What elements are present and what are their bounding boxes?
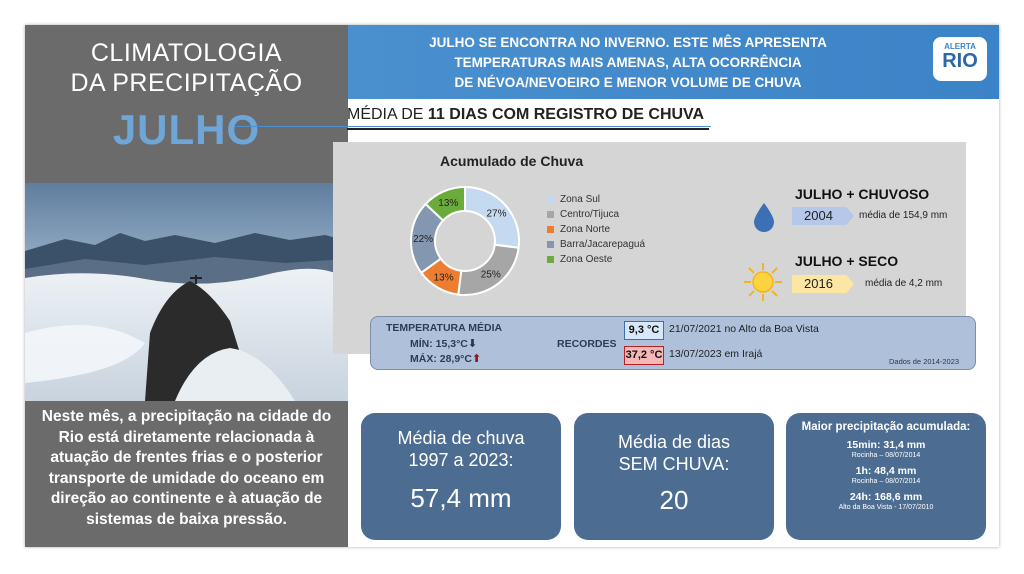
donut-label-0: 27% xyxy=(486,209,506,220)
alerta-rio-logo: ALERTA RIO xyxy=(933,37,987,81)
data-source-note: Dados de 2014-2023 xyxy=(889,357,960,366)
legend-label: Zona Norte xyxy=(560,224,611,235)
title-line-1: CLIMATOLOGIA xyxy=(90,39,283,67)
rain-distribution-donut-chart: 27% 25% 13% 22% 13% xyxy=(410,185,520,296)
donut-label-4: 13% xyxy=(438,198,458,209)
max-precipitation-card: Maior precipitação acumulada: 15min: 31,… xyxy=(786,413,986,540)
rain-average-card: Média de chuva 1997 a 2023: 57,4 mm xyxy=(361,413,561,540)
legend-swatch xyxy=(547,196,554,203)
month-title: JULHO xyxy=(112,106,261,153)
max-precip-24h: 24h: 168,6 mm xyxy=(849,491,923,503)
avg-temp-label: TEMPERATURA MÉDIA xyxy=(386,322,503,334)
record-min-text: 21/07/2021 no Alto da Boa Vista xyxy=(669,323,819,335)
rain-days-bold: 11 DIAS COM REGISTRO DE CHUVA xyxy=(427,106,705,123)
temp-min: MÍN: 15,3°C xyxy=(410,338,468,350)
header-line-1: JULHO SE ENCONTRA NO INVERNO. ESTE MÊS A… xyxy=(429,35,827,50)
records-label: RECORDES xyxy=(557,338,617,350)
dry-days-label-2: SEM CHUVA: xyxy=(618,454,730,474)
dry-days-card: Média de dias SEM CHUVA: 20 xyxy=(574,413,774,540)
wettest-year: 2004 xyxy=(792,207,854,225)
title-line-2: DA PRECIPITAÇÃO xyxy=(70,69,303,97)
donut-slice-4 xyxy=(424,185,466,222)
logo-top-text: ALERTA xyxy=(944,42,976,51)
chart-title: Acumulado de Chuva xyxy=(440,153,584,169)
max-precip-15min-where: Rocinha – 08/07/2014 xyxy=(851,452,921,459)
connector-line xyxy=(236,126,711,127)
water-drop-icon xyxy=(754,203,774,232)
driest-july-title: JULHO + SECO xyxy=(795,253,899,269)
logo-bottom-text: RIO xyxy=(942,50,978,72)
temperature-box: TEMPERATURA MÉDIA MÍN: 15,3°C⬇ MÁX: 28,9… xyxy=(370,316,976,370)
donut-label-3: 22% xyxy=(413,234,433,245)
temp-max-row: MÁX: 28,9°C⬆ xyxy=(410,352,481,365)
temp-min-row: MÍN: 15,3°C⬇ xyxy=(410,337,477,350)
description-text: Neste mês, a precipitação na cidade do R… xyxy=(25,401,348,547)
max-precip-1h: 1h: 48,4 mm xyxy=(855,465,917,477)
record-min-value: 9,3 °C xyxy=(624,321,664,340)
donut-label-2: 13% xyxy=(434,273,454,284)
legend-item: Zona Norte xyxy=(547,222,645,237)
legend-swatch xyxy=(547,211,554,218)
rain-avg-label-1: Média de chuva xyxy=(397,428,525,448)
max-precip-title: Maior precipitação acumulada: xyxy=(801,421,971,433)
record-max-text: 13/07/2023 em Irajá xyxy=(669,348,763,360)
header-banner: JULHO SE ENCONTRA NO INVERNO. ESTE MÊS A… xyxy=(348,25,999,99)
temp-max: MÁX: 28,9°C xyxy=(410,353,472,365)
rain-avg-value: 57,4 mm xyxy=(410,483,512,513)
header-line-2: TEMPERATURAS MAIS AMENAS, ALTA OCORRÊNCI… xyxy=(454,55,802,70)
driest-note: média de 4,2 mm xyxy=(865,278,943,289)
legend-label: Zona Oeste xyxy=(560,254,613,265)
sun-icon xyxy=(744,263,782,301)
header-line-3: DE NÉVOA/NEVOEIRO E MENOR VOLUME DE CHUV… xyxy=(454,75,802,90)
dry-days-value: 20 xyxy=(659,485,689,515)
donut-label-1: 25% xyxy=(481,270,501,281)
max-precip-24h-where: Alto da Boa Vista - 17/07/2010 xyxy=(838,504,934,511)
title-block: CLIMATOLOGIA DA PRECIPITAÇÃO JULHO xyxy=(25,25,348,183)
legend-label: Barra/Jacarepaguá xyxy=(560,239,646,250)
header-text: JULHO SE ENCONTRA NO INVERNO. ESTE MÊS A… xyxy=(348,33,908,93)
rain-avg-label-2: 1997 a 2023: xyxy=(408,450,514,470)
legend-label: Centro/Tijuca xyxy=(560,209,620,220)
max-precip-1h-where: Rocinha – 08/07/2014 xyxy=(851,478,921,485)
legend-swatch xyxy=(547,226,554,233)
arrow-down-icon: ⬇ xyxy=(467,338,478,350)
legend-label: Zona Sul xyxy=(560,194,601,205)
legend-item: Zona Oeste xyxy=(547,252,645,267)
legend-item: Barra/Jacarepaguá xyxy=(547,237,645,252)
chart-legend: Zona Sul Centro/Tijuca Zona Norte Barra/Jac… xyxy=(547,192,645,267)
christ-redeemer-fog-photo xyxy=(25,183,348,401)
dry-days-label-1: Média de dias xyxy=(617,432,731,452)
driest-year: 2016 xyxy=(792,275,854,293)
rain-days-heading: MÉDIA DE 11 DIAS COM REGISTRO DE CHUVA xyxy=(347,106,704,124)
wettest-july-title: JULHO + CHUVOSO xyxy=(795,186,930,202)
max-precip-15min: 15min: 31,4 mm xyxy=(846,439,926,451)
legend-item: Centro/Tijuca xyxy=(547,207,645,222)
legend-swatch xyxy=(547,241,554,248)
arrow-up-icon: ⬆ xyxy=(471,353,482,365)
rain-days-underline xyxy=(347,128,709,130)
wettest-note: média de 154,9 mm xyxy=(859,210,948,221)
rain-days-prefix: MÉDIA DE xyxy=(347,106,428,123)
legend-item: Zona Sul xyxy=(547,192,645,207)
legend-swatch xyxy=(547,256,554,263)
record-max-value: 37,2 °C xyxy=(624,346,664,365)
